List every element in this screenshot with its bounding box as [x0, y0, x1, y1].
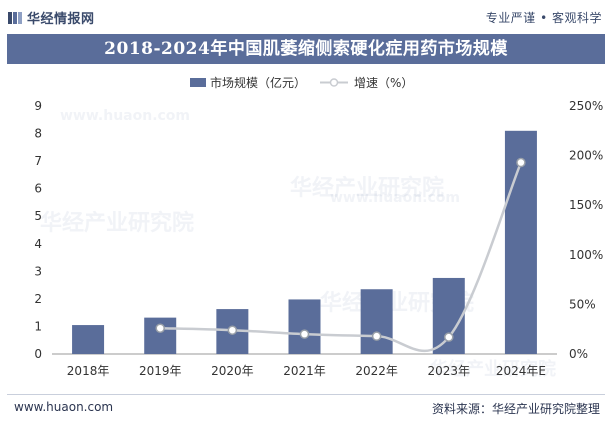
- footer-website[interactable]: www.huaon.com: [14, 400, 114, 414]
- y-right-tick-label: 200%: [569, 149, 603, 163]
- y-left-tick-label: 3: [34, 264, 42, 278]
- y-right-tick-label: 100%: [569, 248, 603, 262]
- growth-point: [227, 325, 238, 335]
- bar: [432, 277, 465, 354]
- legend-swatch-bar: [190, 78, 206, 87]
- logo-icon: [8, 11, 22, 24]
- bar: [72, 325, 105, 354]
- bar: [504, 130, 537, 354]
- bar: [288, 299, 321, 354]
- logo[interactable]: 华经情报网: [8, 8, 95, 27]
- bar: [360, 289, 393, 354]
- legend-swatch-marker: [329, 78, 339, 87]
- y-right-tick-label: 250%: [569, 99, 603, 113]
- y-right-tick-label: 50%: [569, 297, 596, 311]
- x-tick-label: 2023年: [428, 364, 471, 378]
- legend-label-line: 增速（%）: [354, 76, 413, 90]
- bar: [144, 317, 177, 354]
- y-left-tick-label: 6: [34, 182, 42, 196]
- y-right-tick-label: 150%: [569, 198, 603, 212]
- y-left-tick-label: 4: [34, 237, 42, 251]
- y-left-tick-label: 1: [34, 319, 42, 333]
- chart-title: 2018-2024年中国肌萎缩侧索硬化症用药市场规模: [7, 34, 605, 64]
- growth-point: [299, 329, 310, 339]
- y-left-tick-label: 9: [34, 99, 42, 113]
- y-left-tick-label: 2: [34, 292, 42, 306]
- x-tick-label: 2022年: [355, 364, 398, 378]
- x-tick-label: 2024年E: [496, 364, 546, 378]
- y-right-tick-label: 0%: [569, 347, 588, 361]
- y-left-tick-label: 7: [34, 154, 42, 168]
- x-tick-label: 2019年: [139, 364, 182, 378]
- legend: 市场规模（亿元） 增速（%）: [190, 75, 413, 90]
- growth-point: [444, 332, 454, 342]
- x-tick-label: 2020年: [211, 364, 254, 378]
- legend-label-bar: 市场规模（亿元）: [210, 75, 306, 90]
- x-tick-label: 2021年: [283, 364, 326, 378]
- y-left-tick-label: 0: [34, 347, 42, 361]
- growth-point: [516, 157, 526, 168]
- footer-divider: [7, 394, 605, 395]
- growth-point: [155, 323, 165, 333]
- slogan: 专业严谨 • 客观科学: [485, 11, 602, 25]
- growth-point: [371, 331, 382, 341]
- footer-source: 资料来源：华经产业研究院整理: [431, 402, 600, 416]
- y-left-tick-label: 5: [34, 209, 42, 223]
- logo-text: 华经情报网: [27, 12, 95, 27]
- top-bar: 华经情报网 专业严谨 • 客观科学: [0, 0, 612, 34]
- growth-line: [160, 162, 523, 353]
- x-tick-label: 2018年: [67, 364, 110, 378]
- y-left-tick-label: 8: [34, 127, 42, 141]
